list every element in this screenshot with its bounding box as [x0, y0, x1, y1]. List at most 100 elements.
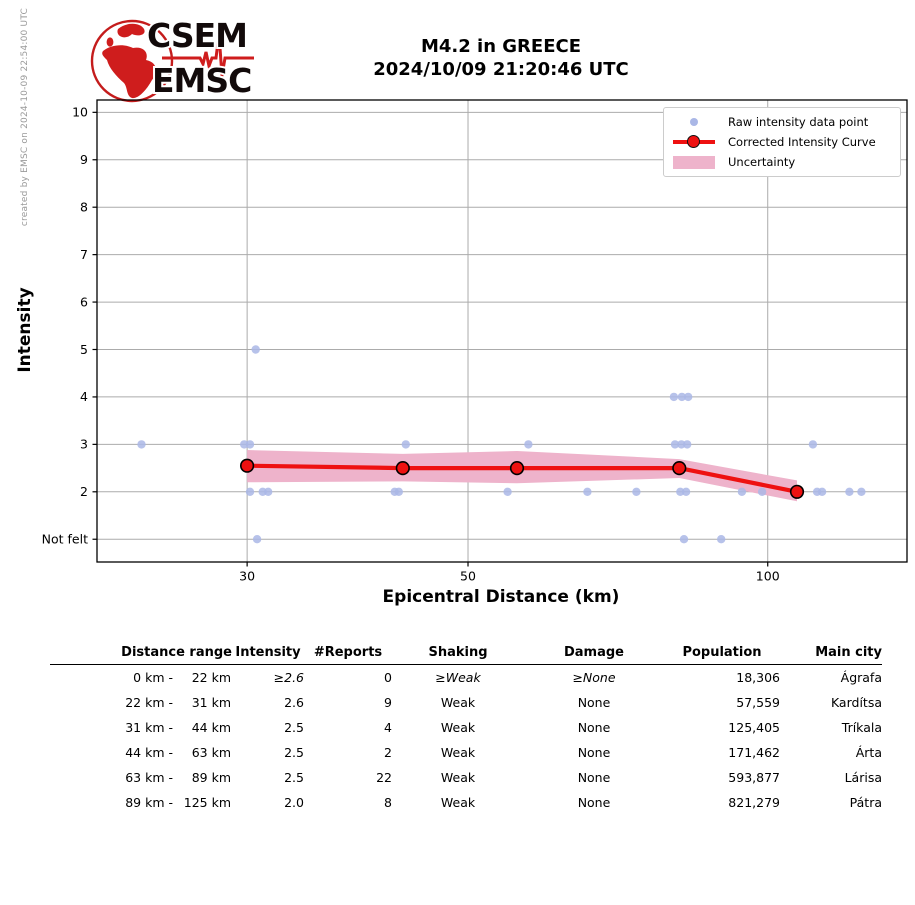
curve-point: [672, 461, 687, 476]
table-header-shaking: Shaking: [392, 640, 524, 665]
logo-graphic: CSEM EMSC: [90, 14, 254, 103]
table-header--reports: #Reports: [304, 640, 392, 665]
legend: Raw intensity data point Corrected Inten…: [663, 107, 901, 177]
raw-data-point: [137, 440, 146, 449]
cell-damage: ≥None: [572, 670, 616, 685]
logo-text-emsc: EMSC: [152, 61, 251, 100]
curve-point: [509, 461, 525, 476]
cell-shaking: Weak: [440, 695, 476, 710]
cell-damage: None: [577, 795, 611, 810]
curve-marker-icon: [671, 135, 717, 149]
cell-intensity: ≥2.6: [273, 670, 304, 685]
raw-data-point: [857, 487, 866, 496]
summary-table-body: 0 km -22 km ≥2.6 0 ≥Weak ≥None 18,306 Ágrafa 22…: [50, 665, 882, 816]
title-line2: 2024/10/09 21:20:46 UTC: [373, 59, 629, 80]
legend-item-uncertainty: Uncertainty: [671, 152, 893, 172]
title-line1: M4.2 in GREECE: [420, 36, 582, 57]
cell-damage: None: [577, 720, 611, 735]
raw-point-marker-icon: [671, 118, 717, 126]
raw-data-point: [683, 440, 692, 449]
table-row: 89 km -125 km 2.0 8 Weak None 821,279 Pátra: [50, 790, 882, 815]
raw-data-point: [717, 535, 726, 544]
y-tick-label: Not felt: [42, 532, 88, 547]
raw-data-point: [737, 487, 747, 496]
y-tick-label: 5: [80, 342, 88, 357]
cell-main-city: Lárisa: [844, 770, 882, 785]
logo-land-island: [106, 37, 114, 47]
cell-distance-range: 63 km -89 km: [125, 770, 231, 785]
y-tick-label: 10: [72, 105, 88, 120]
table-header-damage: Damage: [524, 640, 664, 665]
table-header-population: Population: [664, 640, 780, 665]
raw-data-point: [583, 487, 592, 496]
cell-intensity: 2.5: [284, 770, 304, 785]
x-tick-label: 100: [756, 569, 780, 584]
cell-intensity: 2.5: [284, 745, 304, 760]
cell-population: 125,405: [728, 720, 780, 735]
cell-reports: 2: [384, 745, 392, 760]
table-row: 0 km -22 km ≥2.6 0 ≥Weak ≥None 18,306 Ágrafa: [50, 665, 882, 691]
raw-data-point: [677, 392, 687, 402]
legend-item-curve: Corrected Intensity Curve: [671, 132, 893, 152]
cell-intensity: 2.6: [284, 695, 304, 710]
cell-shaking: ≥Weak: [435, 670, 481, 685]
cell-distance-range: 22 km -31 km: [125, 695, 231, 710]
y-tick-label: 8: [80, 199, 88, 214]
cell-population: 821,279: [728, 795, 780, 810]
table-header-main-city: Main city: [780, 640, 882, 665]
cell-damage: None: [577, 770, 611, 785]
raw-data-point: [503, 487, 512, 496]
table-row: 44 km -63 km 2.5 2 Weak None 171,462 Árta: [50, 740, 882, 765]
table-row: 63 km -89 km 2.5 22 Weak None 593,877 Lárisa: [50, 765, 882, 790]
cell-damage: None: [577, 745, 611, 760]
raw-data-point: [845, 487, 854, 496]
cell-shaking: Weak: [440, 720, 476, 735]
cell-shaking: Weak: [440, 745, 476, 760]
cell-damage: None: [577, 695, 611, 710]
raw-data-point: [524, 440, 533, 449]
table-row: 31 km -44 km 2.5 4 Weak None 125,405 Tríkala: [50, 715, 882, 740]
cell-main-city: Tríkala: [841, 720, 882, 735]
logo-land-main: [102, 45, 157, 99]
cell-reports: 0: [384, 670, 392, 685]
y-tick-label: 9: [80, 152, 88, 167]
x-tick-label: 50: [460, 569, 476, 584]
cell-distance-range: 31 km -44 km: [125, 720, 231, 735]
table-header-distance-range: Distance range: [50, 640, 232, 665]
summary-table-head: Distance range Intensity #Reports Shaking Da…: [50, 640, 882, 665]
cell-intensity: 2.0: [284, 795, 304, 810]
cell-main-city: Pátra: [849, 795, 882, 810]
legend-label-raw: Raw intensity data point: [728, 115, 869, 129]
uncertainty-marker-icon: [671, 155, 717, 169]
chart-title: M4.2 in GREECE 2024/10/09 21:20:46 UTC: [95, 35, 907, 81]
logo-seismogram-trace: [162, 33, 254, 77]
raw-data-point: [240, 440, 249, 449]
raw-data-point: [808, 440, 818, 449]
raw-data-point: [264, 487, 273, 496]
raw-data-point: [669, 392, 679, 402]
cell-population: 593,877: [728, 770, 780, 785]
y-axis-label: Intensity: [15, 287, 35, 373]
cell-population: 18,306: [736, 670, 780, 685]
y-tick-label: 7: [80, 247, 88, 262]
cell-main-city: Kardítsa: [830, 695, 882, 710]
y-tick-label: 3: [80, 437, 88, 452]
raw-data-point: [252, 535, 262, 544]
raw-data-point: [817, 487, 827, 496]
legend-label-uncertainty: Uncertainty: [728, 155, 796, 169]
y-tick-label: 2: [80, 484, 88, 499]
raw-data-point: [681, 487, 691, 496]
cell-shaking: Weak: [440, 770, 476, 785]
cell-reports: 22: [376, 770, 392, 785]
raw-data-point: [401, 440, 410, 449]
x-tick-label: 30: [239, 569, 255, 584]
y-tick-label: 4: [80, 389, 88, 404]
curve-point: [395, 461, 410, 476]
csem-emsc-logo: CSEM EMSC: [88, 12, 270, 106]
raw-data-point: [245, 440, 255, 449]
raw-data-point: [684, 392, 693, 402]
intensity-distance-chart: 10 9 8 7 6 5 4 3 2 Not felt 30 50 100: [42, 99, 908, 584]
cell-main-city: Árta: [855, 745, 882, 760]
cell-main-city: Ágrafa: [840, 670, 882, 685]
